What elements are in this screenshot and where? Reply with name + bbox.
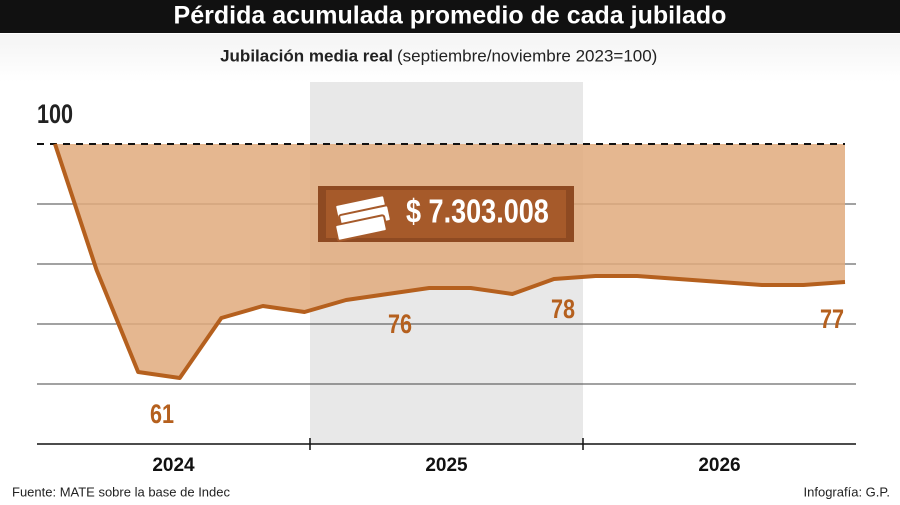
data-label: 61 xyxy=(150,400,174,430)
series-line xyxy=(53,143,846,380)
subtitle: Jubilación media real xyxy=(220,46,393,65)
title-bar xyxy=(0,0,900,33)
data-label: 78 xyxy=(551,295,575,325)
x-tick-label: 2025 xyxy=(425,455,468,476)
subtitle-note: (septiembre/noviembre 2023=100) xyxy=(397,46,657,65)
x-tick-label: 2026 xyxy=(698,455,740,476)
bill-icon xyxy=(334,214,388,242)
loss-area xyxy=(55,144,845,378)
x-tick-label: 2024 xyxy=(152,455,195,476)
data-label: 77 xyxy=(820,305,844,335)
subtitle-band xyxy=(0,34,900,82)
credit: Infografía: G.P. xyxy=(804,484,890,499)
source: Fuente: MATE sobre la base de Indec xyxy=(12,484,230,499)
data-label: 76 xyxy=(388,310,412,340)
amount-label: $ 7.303.008 xyxy=(406,194,549,230)
data-label: 100 xyxy=(37,100,73,130)
chart-title: Pérdida acumulada promedio de cada jubil… xyxy=(174,2,727,30)
